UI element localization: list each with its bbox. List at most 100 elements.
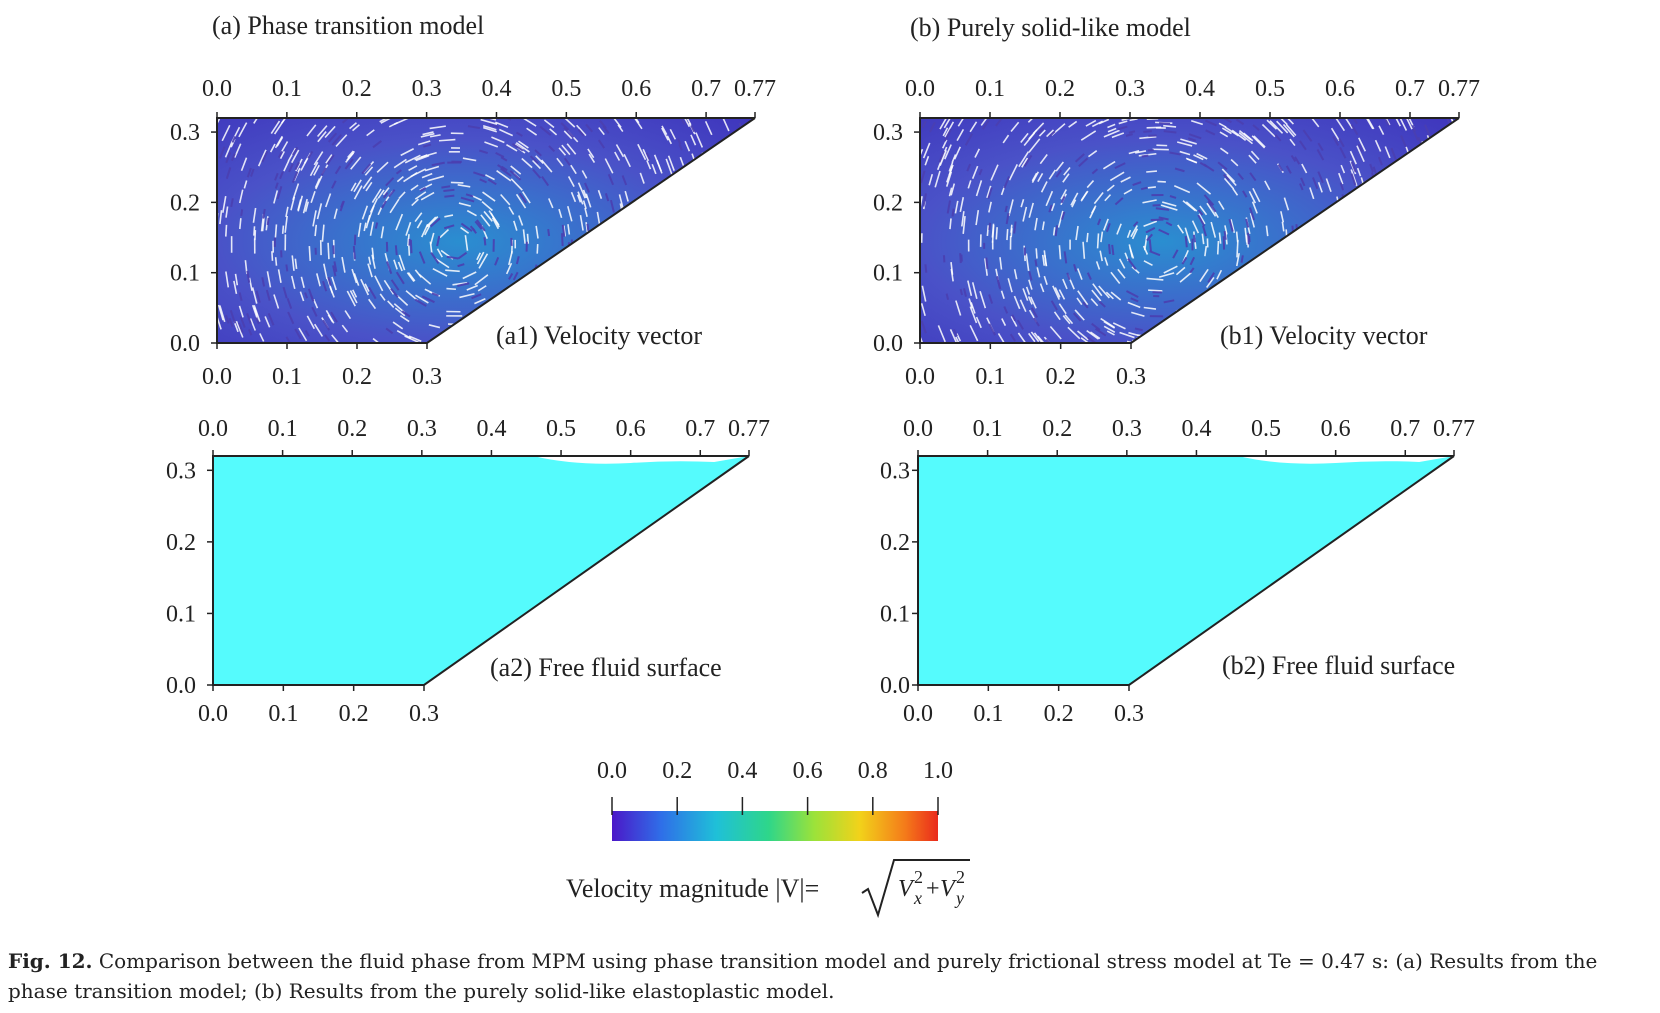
velocity-streak [1090,298,1099,307]
velocity-streak [1031,171,1040,183]
velocity-arrow [536,295,545,306]
velocity-streak [1082,241,1086,259]
velocity-arrow [1412,129,1419,141]
velocity-streak [287,147,297,162]
velocity-arrow [1242,190,1248,198]
velocity-streak [636,280,642,296]
velocity-streak [690,134,697,146]
velocity-streak [434,257,450,269]
velocity-arrow [483,237,487,246]
velocity-streak [579,215,584,231]
velocity-streak [371,188,382,204]
velocity-arrow [1413,150,1419,159]
velocity-streak [1363,298,1370,316]
velocity-arrow [740,198,745,207]
velocity-streak [1326,208,1330,222]
velocity-streak [1008,199,1014,217]
velocity-streak [1110,271,1121,285]
velocity-arrow [430,251,440,265]
velocity-streak [939,118,950,130]
velocity-arrow [488,123,499,129]
velocity-arrow [577,129,585,137]
bottom-x-tick-label: 0.2 [342,364,372,390]
velocity-streak [1143,260,1153,267]
velocity-streak [371,254,376,269]
velocity-streak [1008,164,1019,181]
velocity-arrow [274,172,279,181]
velocity-streak [1175,266,1186,276]
velocity-arrow [1343,260,1347,269]
velocity-arrow [1338,138,1345,148]
velocity-streak [1020,198,1025,208]
top-x-tick-label: 0.4 [481,76,511,102]
velocity-streak [1163,265,1178,274]
velocity-arrow [294,161,301,171]
velocity-streak [1176,141,1193,147]
velocity-streak [1216,296,1226,307]
velocity-arrow [532,168,542,179]
velocity-streak [955,336,961,343]
velocity-streak [588,153,596,163]
velocity-arrow [540,285,546,293]
free-surface-dip [1238,456,1454,464]
velocity-streak [380,226,385,239]
velocity-streak [1057,210,1064,228]
radical-sign-icon [861,859,970,919]
velocity-streak [335,134,348,147]
velocity-streak [446,287,456,291]
velocity-streak [1412,218,1416,235]
velocity-streak [416,220,423,229]
top-x-tick-label: 0.3 [407,416,437,442]
top-x-tick-label: 0.7 [691,76,721,102]
velocity-streak [407,272,416,282]
velocity-streak [1351,229,1354,245]
velocity-streak [587,148,595,159]
velocity-streak [1383,254,1387,272]
velocity-arrow [715,276,720,289]
velocity-arrow [1223,174,1230,181]
velocity-streak [1216,240,1220,255]
velocity-arrow [1400,135,1407,147]
top-x-tick-label: 0.0 [903,416,933,442]
velocity-streak [1374,139,1382,152]
velocity-arrow [569,277,576,291]
velocity-streak [1245,234,1248,245]
velocity-arrow [1189,256,1196,266]
velocity-streak [1127,301,1141,309]
velocity-arrow [292,146,299,156]
vector-field-background [217,118,755,343]
velocity-arrow [1091,168,1099,175]
velocity-streak [608,305,617,321]
velocity-streak [1398,174,1404,187]
velocity-arrow [326,154,335,165]
velocity-arrow [1054,225,1059,237]
velocity-arrow [1126,290,1139,298]
velocity-streak [1230,219,1236,233]
velocity-streak [1355,254,1359,271]
velocity-arrow [1369,163,1374,173]
velocity-streak [283,160,290,172]
velocity-streak [1116,223,1122,235]
velocity-streak [526,127,538,136]
velocity-arrow [443,224,455,230]
velocity-streak [1248,190,1257,204]
velocity-streak [706,200,710,210]
velocity-streak [280,141,289,153]
velocity-arrow [508,273,514,280]
colorbar-label: Velocity magnitude |V|= [566,874,819,903]
velocity-arrow [1371,215,1376,230]
colorbar-tick-label: 0.4 [727,758,757,784]
velocity-arrow [344,158,354,170]
velocity-streak [991,223,995,238]
velocity-streak [956,128,965,142]
top-x-tick-label: 0.6 [1325,76,1355,102]
velocity-streak [540,159,553,173]
velocity-streak [1385,224,1388,234]
velocity-streak [668,209,673,226]
velocity-arrow [1316,149,1325,161]
velocity-arrow [1395,185,1399,193]
velocity-streak [748,264,752,282]
velocity-streak [314,178,321,189]
velocity-arrow [563,157,571,166]
velocity-streak [1182,200,1196,212]
